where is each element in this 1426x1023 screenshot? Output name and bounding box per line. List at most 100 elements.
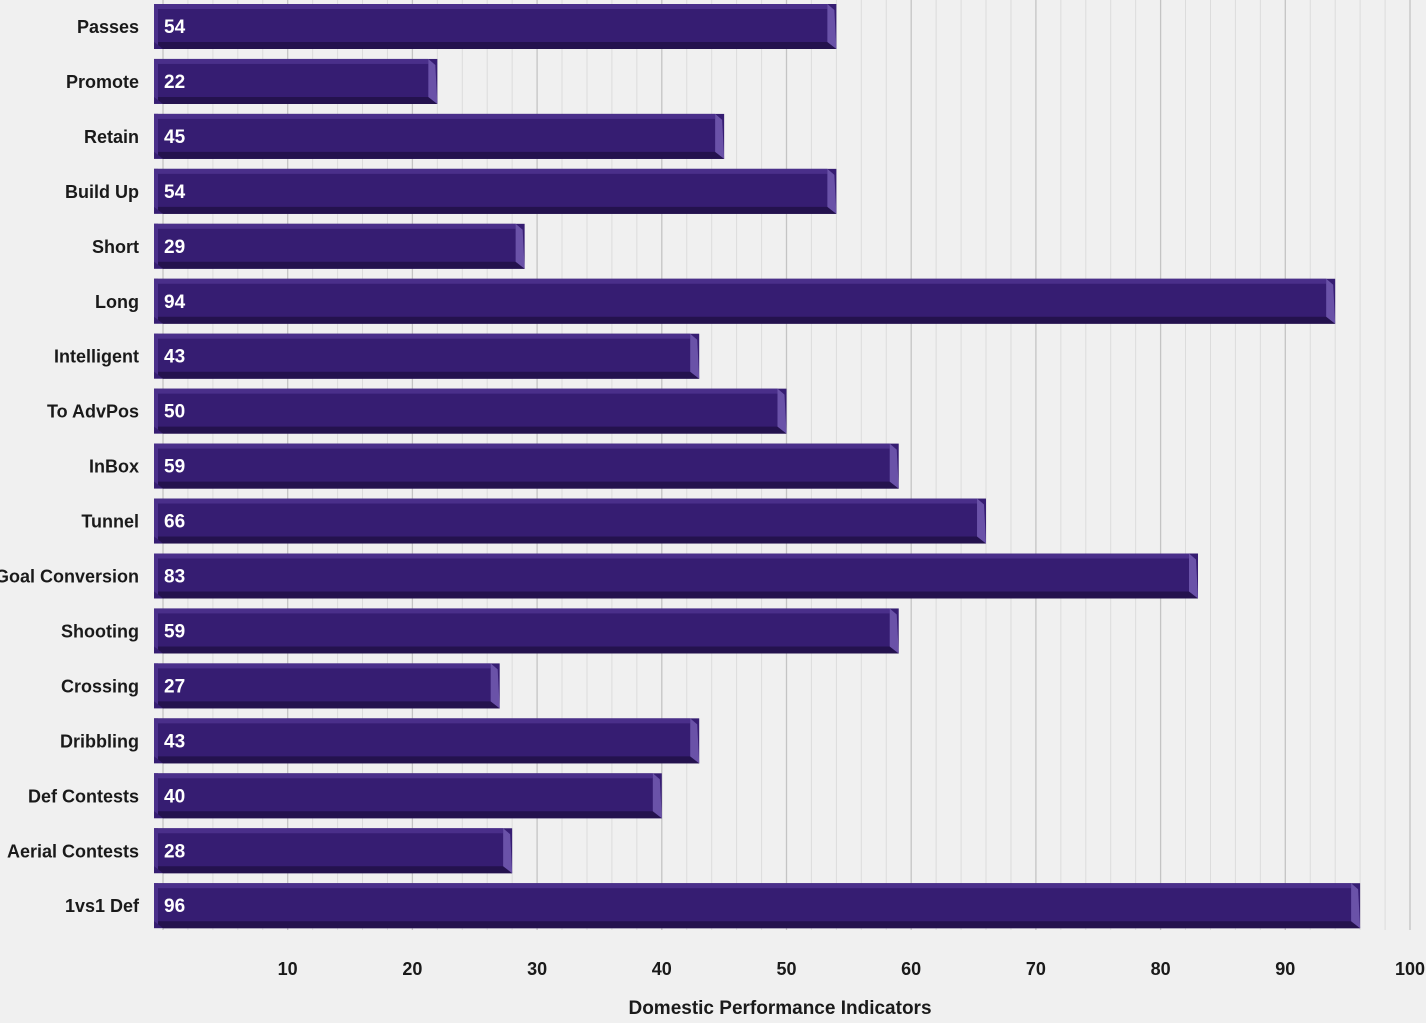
x-tick-label: 30	[527, 959, 547, 979]
x-tick-label: 100	[1395, 959, 1425, 979]
bar-left-face	[154, 58, 163, 104]
bar-bottom-face	[154, 811, 662, 819]
bar-bottom-face	[154, 866, 513, 874]
bar-group: 54	[154, 4, 837, 49]
bar-bottom-face	[154, 371, 700, 379]
bar-bottom-face	[154, 42, 837, 49]
bar-bottom-face	[154, 481, 899, 489]
bar-bottom-face	[154, 261, 525, 269]
bar-value-label: 29	[164, 237, 185, 258]
bars: 54 22 45 54 29 94 43 50 59 66 83 59 27 43 40 28 96	[154, 4, 1361, 929]
category-label: To AdvPos	[47, 402, 139, 422]
bar	[154, 4, 837, 49]
bar-group: 59	[154, 608, 899, 654]
bar-end-face	[889, 443, 899, 489]
bar-group: 54	[154, 168, 837, 214]
bar-value-label: 43	[164, 731, 185, 752]
x-tick-label: 80	[1151, 959, 1171, 979]
bar-end-face	[515, 223, 525, 269]
x-tick-label: 70	[1026, 959, 1046, 979]
bar-value-label: 54	[164, 17, 186, 38]
bar-end-face	[889, 608, 899, 654]
category-labels: Passes Promote Retain Build Up Short Long Inte…	[0, 17, 140, 916]
bar-value-label: 96	[164, 896, 185, 917]
category-label: Aerial Contests	[7, 841, 139, 861]
bar-group: 40	[154, 773, 662, 819]
bar-value-label: 59	[164, 621, 185, 642]
bar	[154, 168, 837, 214]
category-label: InBox	[89, 457, 139, 477]
category-label: Goal Conversion	[0, 567, 139, 587]
bar	[154, 773, 662, 819]
x-tick-label: 20	[402, 959, 422, 979]
bar-top-face	[154, 443, 890, 449]
bar-end-face	[715, 113, 725, 159]
bar-bottom-face	[154, 701, 500, 709]
bar-end-face	[490, 663, 500, 709]
bar-group: 28	[154, 828, 513, 874]
bar-group: 94	[154, 278, 1336, 324]
bar-group: 43	[154, 333, 700, 379]
bar-top-face	[154, 498, 978, 504]
bar	[154, 883, 1361, 929]
category-label: Intelligent	[54, 347, 139, 367]
bar	[154, 663, 500, 709]
bar-end-face	[1326, 278, 1336, 324]
bar-left-face	[154, 333, 163, 379]
bar-value-label: 94	[164, 292, 186, 313]
category-label: Promote	[66, 72, 139, 92]
bar-group: 59	[154, 443, 899, 489]
category-label: Tunnel	[81, 512, 139, 532]
category-label: Build Up	[65, 182, 139, 202]
bar-value-label: 45	[164, 127, 186, 148]
bar-bottom-face	[154, 921, 1361, 929]
bar-end-face	[690, 333, 700, 379]
bar-bottom-face	[154, 426, 787, 434]
bar-left-face	[154, 553, 163, 599]
category-label: Short	[92, 237, 139, 257]
bar-bottom-face	[154, 206, 837, 214]
bar	[154, 223, 525, 269]
category-label: Def Contests	[28, 786, 139, 806]
bar-value-label: 28	[164, 841, 185, 862]
category-label: Passes	[77, 17, 139, 37]
bar-group: 43	[154, 718, 700, 764]
category-label: 1vs1 Def	[65, 896, 140, 916]
x-tick-label: 40	[652, 959, 672, 979]
bar-top-face	[154, 388, 778, 394]
category-label: Dribbling	[60, 731, 139, 751]
bar-left-face	[154, 168, 163, 214]
bar-left-face	[154, 388, 163, 434]
bar-end-face	[428, 58, 438, 104]
bar-end-face	[827, 168, 837, 214]
bar	[154, 553, 1199, 599]
bar	[154, 608, 899, 654]
bar-value-label: 40	[164, 786, 185, 807]
bar-group: 45	[154, 113, 725, 159]
bar	[154, 498, 987, 544]
bar-top-face	[154, 608, 890, 614]
bar-bottom-face	[154, 646, 899, 654]
bar-top-face	[154, 113, 716, 119]
bar-value-label: 22	[164, 72, 185, 93]
bar-top-face	[154, 333, 691, 339]
bar-group: 27	[154, 663, 500, 709]
bar	[154, 718, 700, 764]
bar-left-face	[154, 773, 163, 819]
bar-top-face	[154, 718, 691, 724]
bar-end-face	[777, 388, 787, 434]
bar-top-face	[154, 168, 828, 174]
bar-top-face	[154, 4, 828, 9]
bar-value-label: 66	[164, 512, 185, 533]
bar-value-label: 27	[164, 676, 185, 697]
x-tick-label: 60	[901, 959, 921, 979]
x-axis-ticks: 10 20 30 40 50 60 70 80 90 100	[278, 959, 1425, 979]
bar-bottom-face	[154, 151, 725, 159]
bar	[154, 828, 513, 874]
bar-bottom-face	[154, 96, 438, 104]
bar-top-face	[154, 58, 429, 64]
bar-end-face	[827, 4, 837, 49]
bar-left-face	[154, 223, 163, 269]
bar-end-face	[1351, 883, 1361, 929]
bar-top-face	[154, 773, 653, 779]
